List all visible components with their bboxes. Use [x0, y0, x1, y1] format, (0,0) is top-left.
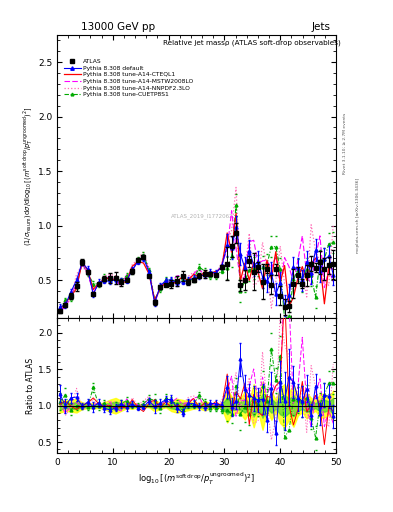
Y-axis label: $(1/\sigma_{\rm resum})\,{\rm d}\sigma/{\rm d}\log_{10}[(m^{{\rm soft\,drop}}/p_: $(1/\sigma_{\rm resum})\,{\rm d}\sigma/{… [22, 106, 35, 246]
Legend: ATLAS, Pythia 8.308 default, Pythia 8.308 tune-A14-CTEQL1, Pythia 8.308 tune-A14: ATLAS, Pythia 8.308 default, Pythia 8.30… [63, 58, 195, 99]
Y-axis label: Ratio to ATLAS: Ratio to ATLAS [26, 357, 35, 414]
Text: Relative jet massρ (ATLAS soft-drop observables): Relative jet massρ (ATLAS soft-drop obse… [163, 39, 341, 46]
Text: Rivet 3.1.10; ≥ 2.7M events: Rivet 3.1.10; ≥ 2.7M events [343, 113, 347, 174]
X-axis label: $\log_{10}[(m^{{\rm soft\,drop}}/p_T^{{\rm ungroomed}})^2]$: $\log_{10}[(m^{{\rm soft\,drop}}/p_T^{{\… [138, 471, 255, 487]
Text: mcplots.cern.ch [arXiv:1306.3436]: mcplots.cern.ch [arXiv:1306.3436] [356, 178, 360, 252]
Text: ATLAS_2019_I1772062: ATLAS_2019_I1772062 [171, 214, 233, 219]
Text: 13000 GeV pp: 13000 GeV pp [81, 22, 155, 32]
Text: Jets: Jets [311, 22, 330, 32]
